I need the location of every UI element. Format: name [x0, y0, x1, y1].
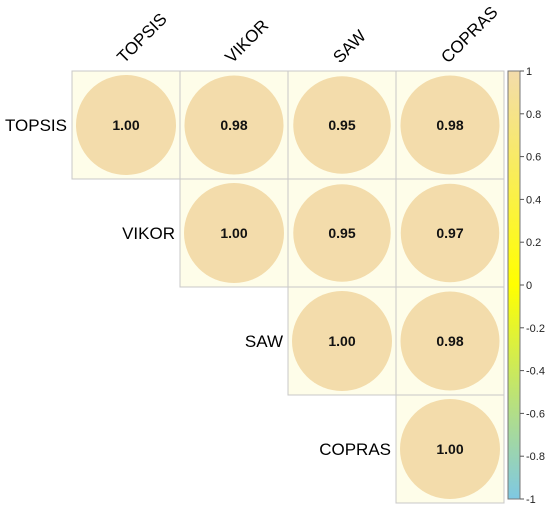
correlation-grid: 1.00 0.98 0.95 0.98 1.00 0.95 0.97 1.00 0.98 1.00: [71, 70, 505, 504]
row-label-topsis: TOPSIS: [5, 116, 67, 135]
row-labels: TOPSIS VIKOR SAW COPRAS: [5, 116, 391, 459]
value-label-copras-copras: 1.00: [436, 441, 463, 457]
circle-topsis-saw: [293, 76, 391, 174]
colorbar-gradient: [508, 71, 520, 499]
colorbar-tick-label: 0.2: [526, 237, 541, 249]
circle-copras-copras: [400, 399, 500, 499]
value-label-topsis-copras: 0.98: [436, 117, 463, 133]
colorbar: 1 0.8 0.6 0.4 0.2 0 -0.2 -0.4 -0.6 -0.8 -1: [507, 66, 545, 506]
colorbar-tick-label: -0.2: [526, 323, 545, 335]
row-label-copras: COPRAS: [319, 440, 391, 459]
circle-vikor-vikor: [184, 183, 284, 283]
colorbar-tick-label: -0.4: [526, 366, 545, 378]
row-label-saw: SAW: [245, 332, 283, 351]
row-label-vikor: VIKOR: [122, 224, 175, 243]
circle-topsis-copras: [400, 75, 500, 175]
column-label-vikor: VIKOR: [221, 16, 272, 67]
colorbar-tick-label: -0.6: [526, 408, 545, 420]
colorbar-tick-label: -1: [526, 494, 536, 506]
circle-topsis-topsis: [76, 75, 176, 175]
value-label-topsis-saw: 0.95: [328, 117, 355, 133]
value-label-vikor-copras: 0.97: [436, 225, 463, 241]
value-label-vikor-vikor: 1.00: [220, 225, 247, 241]
colorbar-tick-label: 0: [526, 280, 532, 292]
column-labels: TOPSIS VIKOR SAW COPRAS: [113, 3, 501, 67]
value-label-saw-copras: 0.98: [436, 333, 463, 349]
value-label-vikor-saw: 0.95: [328, 225, 355, 241]
colorbar-tick-label: 0.4: [526, 194, 541, 206]
value-label-topsis-topsis: 1.00: [112, 117, 139, 133]
column-label-saw: SAW: [329, 26, 369, 66]
circle-vikor-copras: [400, 183, 500, 283]
circle-saw-copras: [400, 291, 500, 391]
circle-vikor-saw: [293, 184, 391, 282]
column-label-copras: COPRAS: [437, 3, 501, 67]
colorbar-tick-label: 0.8: [526, 109, 541, 121]
colorbar-tick-label: -0.8: [526, 451, 545, 463]
value-label-saw-saw: 1.00: [328, 333, 355, 349]
value-label-topsis-vikor: 0.98: [220, 117, 247, 133]
colorbar-tick-label: 1: [526, 66, 532, 78]
column-label-topsis: TOPSIS: [113, 10, 170, 67]
circle-saw-saw: [292, 291, 392, 391]
colorbar-tick-label: 0.6: [526, 152, 541, 164]
circle-topsis-vikor: [184, 75, 284, 175]
